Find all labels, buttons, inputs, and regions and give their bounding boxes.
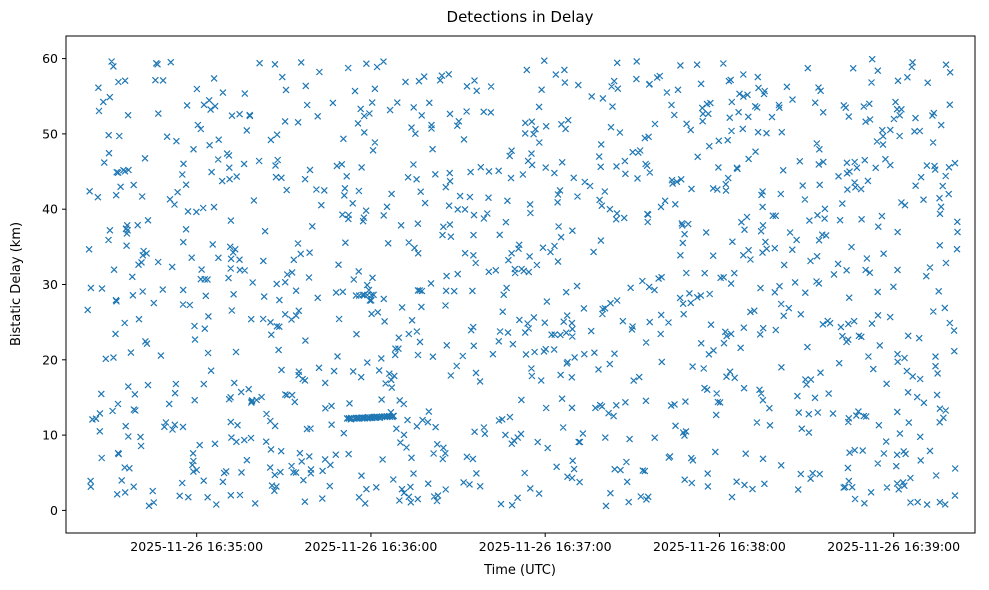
scatter-points xyxy=(84,55,961,510)
y-tick-label: 20 xyxy=(42,352,58,367)
x-tick-label: 2025-11-26 16:39:00 xyxy=(827,539,960,554)
series-cluster-28km xyxy=(352,291,378,300)
axis-ticks: 2025-11-26 16:35:00 2025-11-26 16:36:00 20… xyxy=(42,51,960,554)
y-tick-label: 0 xyxy=(50,503,58,518)
y-axis-label: Bistatic Delay (km) xyxy=(9,222,24,346)
series-track-12km xyxy=(343,412,398,423)
chart-title: Detections in Delay xyxy=(447,8,594,26)
axes-spines xyxy=(65,35,976,534)
x-tick-label: 2025-11-26 16:35:00 xyxy=(130,539,263,554)
x-tick-label: 2025-11-26 16:37:00 xyxy=(479,539,612,554)
series-background-detections xyxy=(84,55,961,510)
x-axis-label: Time (UTC) xyxy=(483,563,556,578)
x-tick-label: 2025-11-26 16:36:00 xyxy=(305,539,438,554)
y-tick-label: 30 xyxy=(42,277,58,292)
y-tick-label: 40 xyxy=(42,202,58,217)
x-tick-label: 2025-11-26 16:38:00 xyxy=(653,539,786,554)
y-tick-label: 10 xyxy=(42,428,58,443)
y-tick-label: 60 xyxy=(42,51,58,66)
y-tick-label: 50 xyxy=(42,126,58,141)
